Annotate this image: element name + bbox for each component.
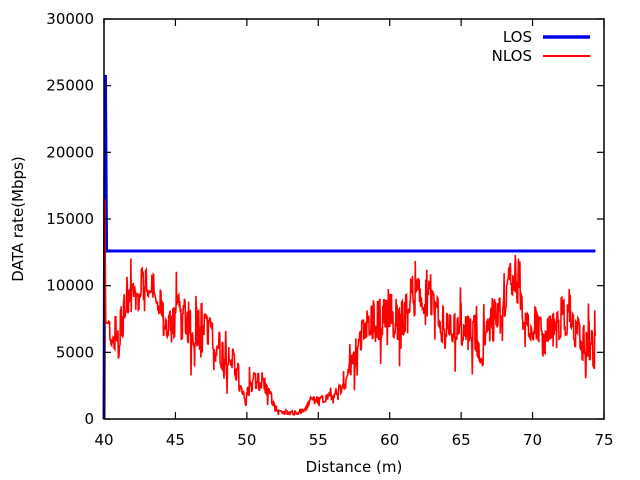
legend-label-los: LOS [503,28,532,46]
y-tick-label: 20000 [46,143,94,161]
y-tick-label: 5000 [56,343,94,361]
y-tick-label: 30000 [46,10,94,28]
x-tick-label: 50 [237,431,256,449]
y-tick-label: 25000 [46,77,94,95]
legend-label-nlos: NLOS [492,47,532,65]
y-tick-label: 15000 [46,210,94,228]
x-tick-label: 40 [94,431,113,449]
y-tick-label: 10000 [46,277,94,295]
x-tick-label: 75 [594,431,613,449]
tick-layer: 40 45 50 55 60 65 70 75 0 5000 10000 15000 20000 2500… [46,10,613,449]
series-line-nlos [103,198,597,420]
x-tick-label: 45 [166,431,185,449]
x-tick-label: 65 [452,431,471,449]
x-axis-label: Distance (m) [306,458,403,476]
x-tick-label: 55 [309,431,328,449]
x-tick-label: 60 [380,431,399,449]
y-tick-label: 0 [84,410,94,428]
y-axis-label: DATA rate(Mbps) [9,156,27,281]
x-tick-label: 70 [523,431,542,449]
